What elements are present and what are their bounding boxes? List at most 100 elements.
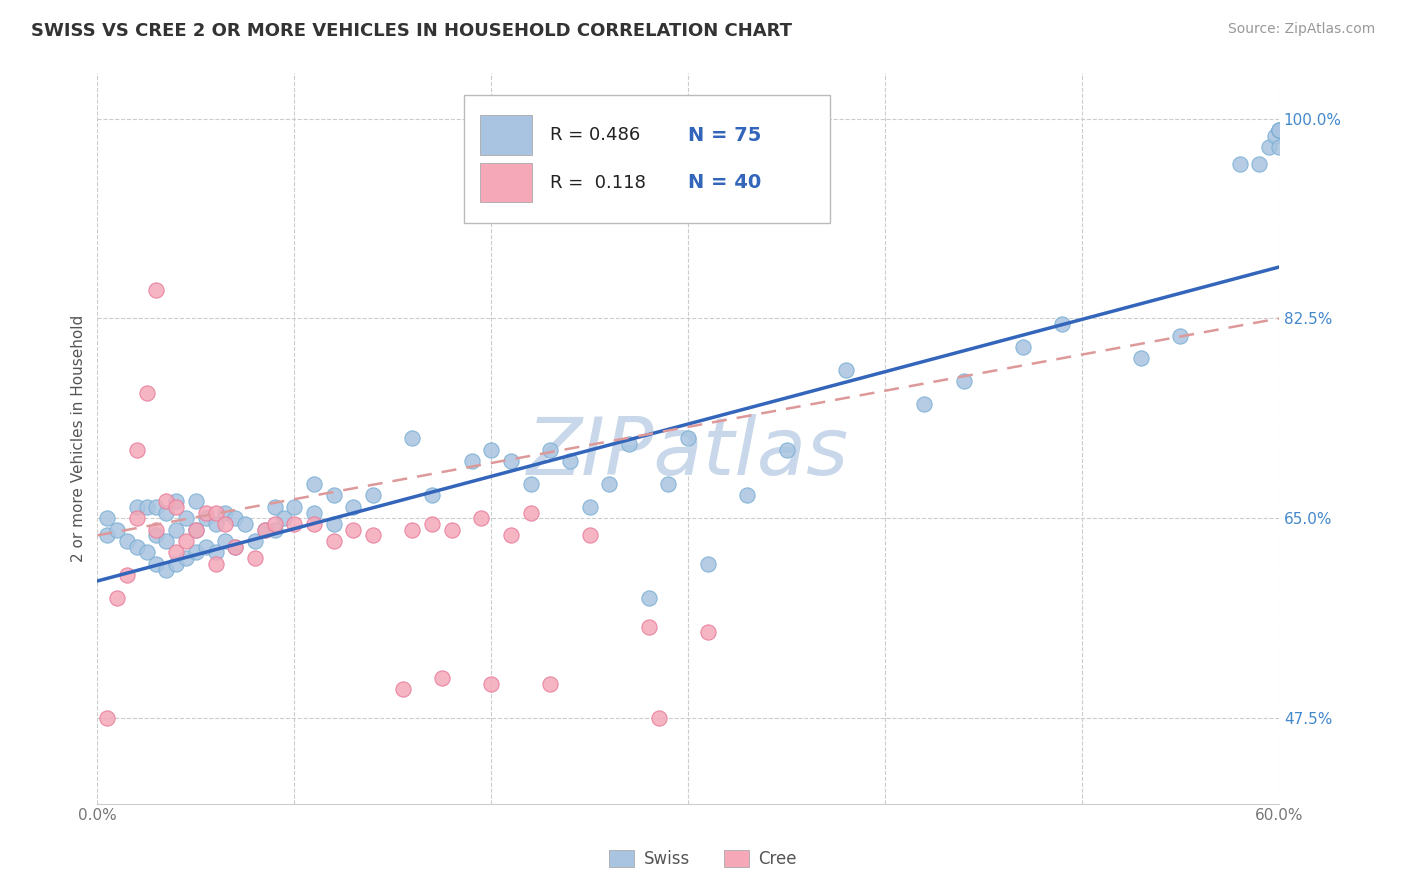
Point [145, 523, 167, 537]
Point [135, 385, 157, 400]
Point [1229, 157, 1251, 171]
Point [273, 511, 295, 525]
Point [184, 494, 207, 508]
Point [302, 516, 325, 531]
Point [174, 551, 197, 566]
Text: ZIPatlas: ZIPatlas [527, 414, 849, 491]
Point [558, 454, 581, 468]
Point [224, 540, 246, 554]
Point [834, 363, 856, 377]
Point [1258, 140, 1281, 154]
Point [214, 534, 236, 549]
FancyBboxPatch shape [481, 115, 533, 155]
Point [696, 557, 718, 571]
Point [135, 500, 157, 514]
Point [204, 516, 226, 531]
Point [1012, 340, 1035, 354]
Point [243, 534, 266, 549]
Point [174, 511, 197, 525]
Point [224, 511, 246, 525]
Point [184, 523, 207, 537]
Point [204, 506, 226, 520]
Point [361, 528, 384, 542]
Point [1268, 123, 1291, 137]
Text: R =  0.118: R = 0.118 [550, 174, 645, 192]
Point [125, 442, 148, 457]
Point [676, 431, 699, 445]
Point [361, 488, 384, 502]
Point [214, 506, 236, 520]
Point [302, 477, 325, 491]
Point [165, 523, 187, 537]
Point [115, 534, 138, 549]
Point [647, 711, 669, 725]
Point [263, 516, 285, 531]
Point [519, 506, 541, 520]
Point [342, 523, 364, 537]
Point [578, 528, 600, 542]
Point [115, 568, 138, 582]
Point [322, 488, 344, 502]
Text: Source: ZipAtlas.com: Source: ZipAtlas.com [1227, 22, 1375, 37]
Point [145, 283, 167, 297]
Point [1264, 128, 1286, 143]
Point [617, 437, 640, 451]
Point [165, 545, 187, 559]
Point [391, 682, 413, 697]
Point [253, 523, 276, 537]
Point [96, 528, 118, 542]
Point [401, 431, 423, 445]
Point [1052, 317, 1074, 331]
Point [194, 506, 217, 520]
Point [283, 516, 305, 531]
Point [184, 545, 207, 559]
Point [224, 540, 246, 554]
Point [953, 374, 976, 388]
Point [420, 516, 443, 531]
Point [155, 534, 177, 549]
Point [174, 534, 197, 549]
Point [1249, 157, 1271, 171]
FancyBboxPatch shape [464, 95, 830, 223]
Point [125, 511, 148, 525]
Point [322, 516, 344, 531]
Point [155, 563, 177, 577]
Point [657, 477, 679, 491]
Point [165, 557, 187, 571]
Point [499, 528, 522, 542]
Text: N = 75: N = 75 [688, 126, 762, 145]
Point [696, 625, 718, 640]
Point [914, 397, 936, 411]
Point [145, 557, 167, 571]
Point [479, 677, 502, 691]
Point [735, 488, 758, 502]
Point [253, 523, 276, 537]
Point [283, 500, 305, 514]
Point [165, 500, 187, 514]
Point [637, 620, 659, 634]
FancyBboxPatch shape [481, 163, 533, 202]
Point [598, 477, 620, 491]
Point [243, 551, 266, 566]
Point [233, 516, 256, 531]
Point [135, 545, 157, 559]
Point [1268, 123, 1291, 137]
Point [204, 557, 226, 571]
Text: SWISS VS CREE 2 OR MORE VEHICLES IN HOUSEHOLD CORRELATION CHART: SWISS VS CREE 2 OR MORE VEHICLES IN HOUS… [31, 22, 792, 40]
Point [578, 500, 600, 514]
Point [194, 540, 217, 554]
Point [322, 534, 344, 549]
Point [105, 523, 128, 537]
Point [145, 528, 167, 542]
Point [1268, 123, 1291, 137]
Point [96, 711, 118, 725]
Point [479, 442, 502, 457]
Y-axis label: 2 or more Vehicles in Household: 2 or more Vehicles in Household [72, 315, 86, 562]
Point [184, 523, 207, 537]
Point [263, 500, 285, 514]
Point [775, 442, 797, 457]
Point [263, 523, 285, 537]
Point [637, 591, 659, 606]
Point [194, 511, 217, 525]
Point [145, 500, 167, 514]
